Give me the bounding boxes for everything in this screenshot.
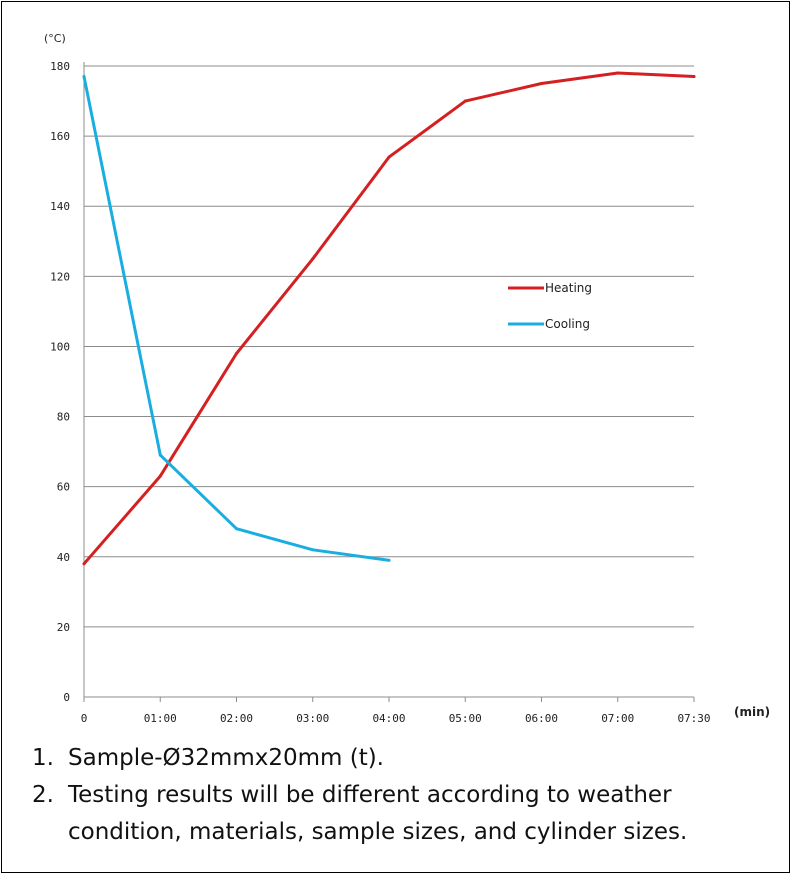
data-point-heating [387, 155, 391, 159]
x-unit-label: (min) [734, 705, 770, 719]
x-tick-label: 07:30 [677, 712, 710, 725]
y-tick-label: 160 [50, 130, 70, 143]
y-tick-label: 60 [57, 481, 70, 494]
x-tick-label: 02:00 [220, 712, 253, 725]
data-point-cooling [82, 75, 86, 79]
legend-label-heating: Heating [545, 281, 592, 295]
y-unit-label: (°C) [44, 32, 66, 45]
data-point-heating [158, 474, 162, 478]
legend: Heating Cooling [508, 281, 592, 331]
y-tick-label: 120 [50, 270, 70, 283]
grid-lines [84, 65, 694, 628]
x-tick-label: 07:00 [601, 712, 634, 725]
data-point-cooling [235, 527, 238, 531]
y-tick-label: 0 [63, 691, 70, 704]
note-item-2: 2. Testing results will be different acc… [32, 777, 782, 851]
y-tick-label: 40 [57, 551, 70, 564]
x-tick-label: 03:00 [296, 712, 329, 725]
axes: 0 20 40 60 80 100 120 140 160 180 0 01:00 02:00 03:00… [44, 32, 770, 725]
series-line-cooling [82, 75, 391, 562]
x-tick-label: 01:00 [144, 712, 177, 725]
data-point-heating [311, 257, 315, 261]
temperature-line-chart: 0 20 40 60 80 100 120 140 160 180 0 01:00 02:00 03:00… [44, 32, 770, 725]
data-point-cooling [158, 453, 162, 457]
series-line-heating [82, 71, 696, 566]
y-tick-label: 80 [57, 411, 70, 424]
data-point-heating [692, 75, 696, 79]
data-point-cooling [311, 548, 315, 552]
data-point-heating [82, 562, 86, 566]
x-tick-label: 0 [81, 712, 88, 725]
legend-label-cooling: Cooling [545, 317, 590, 331]
data-point-heating [616, 71, 620, 75]
x-tick-label: 06:00 [525, 712, 558, 725]
data-point-heating [540, 82, 543, 86]
x-tick-label: 05:00 [449, 712, 482, 725]
data-point-heating [235, 351, 238, 355]
note-text: condition, materials, sample sizes, and … [68, 819, 688, 845]
data-point-heating [463, 99, 467, 103]
y-tick-label: 100 [50, 340, 70, 353]
notes-list: 1. Sample-Ø32mmx20mm (t). 2. Testing res… [32, 740, 782, 851]
series-lines [82, 71, 696, 566]
y-tick-label: 140 [50, 200, 70, 213]
y-tick-label: 180 [50, 60, 70, 73]
note-text: Sample-Ø32mmx20mm (t). [68, 745, 384, 771]
data-point-cooling [387, 558, 391, 562]
note-item-1: 1. Sample-Ø32mmx20mm (t). [32, 740, 782, 777]
note-number: 2. [32, 782, 54, 808]
y-tick-label: 20 [57, 621, 70, 634]
note-number: 1. [32, 745, 54, 771]
x-tick-label: 04:00 [372, 712, 405, 725]
note-text: Testing results will be different accord… [68, 782, 672, 808]
